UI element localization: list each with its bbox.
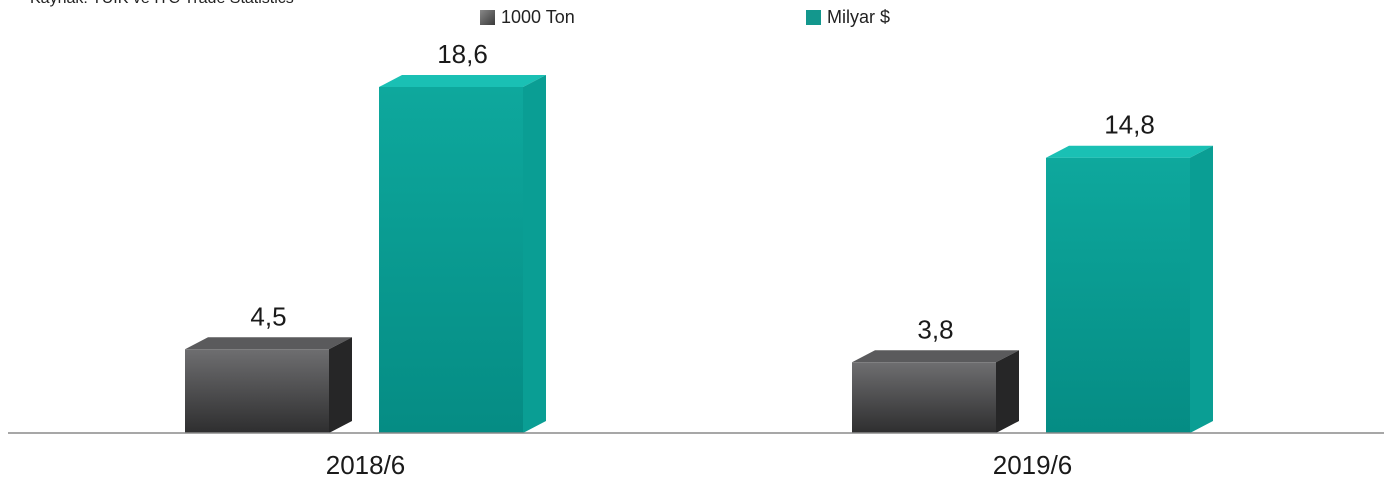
legend-item-usd: Milyar $ (806, 6, 890, 28)
legend-swatch-tons (480, 9, 495, 25)
bar-front (1046, 157, 1190, 433)
bar-tons-1 (852, 350, 1019, 433)
data-label-tons-0: 4,5 (250, 301, 286, 331)
legend-swatch-usd (806, 9, 821, 25)
bar-side (329, 337, 352, 433)
bar-top (1046, 145, 1213, 158)
data-label-usd-1: 14,8 (1104, 110, 1155, 140)
legend-label-usd: Milyar $ (827, 6, 891, 27)
bar-side (1190, 145, 1213, 433)
legend-label-tons: 1000 Ton (501, 6, 575, 27)
bar-top (852, 350, 1019, 363)
bar-usd-1 (1046, 145, 1213, 433)
source-note: Kaynak: TÜİK ve ITC Trade Statistics (30, 0, 294, 8)
legend-item-tons: 1000 Ton (480, 6, 575, 28)
bar-front (852, 362, 996, 433)
data-label-usd-0: 18,6 (437, 39, 488, 69)
data-label-tons-1: 3,8 (917, 314, 953, 344)
bar-usd-0 (379, 75, 546, 433)
bar-side (996, 350, 1019, 433)
bar-top (379, 75, 546, 87)
x-tick-label-1: 2019/6 (993, 450, 1073, 479)
bar-tons-0 (185, 337, 352, 433)
bar-side (523, 75, 546, 433)
bar-front (185, 349, 329, 433)
x-tick-label-0: 2018/6 (326, 450, 406, 479)
bar-top (185, 337, 352, 350)
bar-front (379, 87, 523, 433)
